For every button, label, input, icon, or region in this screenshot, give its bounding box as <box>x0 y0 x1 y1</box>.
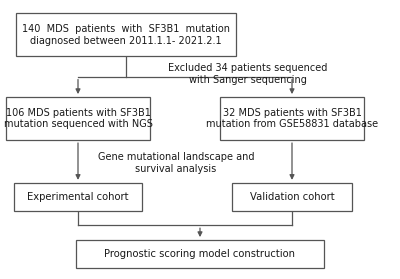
Text: Prognostic scoring model construction: Prognostic scoring model construction <box>104 249 296 259</box>
Text: Experimental cohort: Experimental cohort <box>27 192 129 202</box>
FancyBboxPatch shape <box>6 97 150 140</box>
Text: Gene mutational landscape and
survival analysis: Gene mutational landscape and survival a… <box>98 152 254 174</box>
FancyBboxPatch shape <box>220 97 364 140</box>
Text: Excluded 34 patients sequenced
with Sanger sequencing: Excluded 34 patients sequenced with Sang… <box>168 63 328 85</box>
Text: 140  MDS  patients  with  SF3B1  mutation
diagnosed between 2011.1.1- 2021.2.1: 140 MDS patients with SF3B1 mutation dia… <box>22 24 230 46</box>
FancyBboxPatch shape <box>76 240 324 268</box>
FancyBboxPatch shape <box>232 183 352 211</box>
FancyBboxPatch shape <box>16 13 236 56</box>
Text: 106 MDS patients with SF3B1
mutation sequenced with NGS: 106 MDS patients with SF3B1 mutation seq… <box>4 108 152 129</box>
Text: 32 MDS patients with SF3B1
mutation from GSE58831 database: 32 MDS patients with SF3B1 mutation from… <box>206 108 378 129</box>
Text: Validation cohort: Validation cohort <box>250 192 334 202</box>
FancyBboxPatch shape <box>14 183 142 211</box>
